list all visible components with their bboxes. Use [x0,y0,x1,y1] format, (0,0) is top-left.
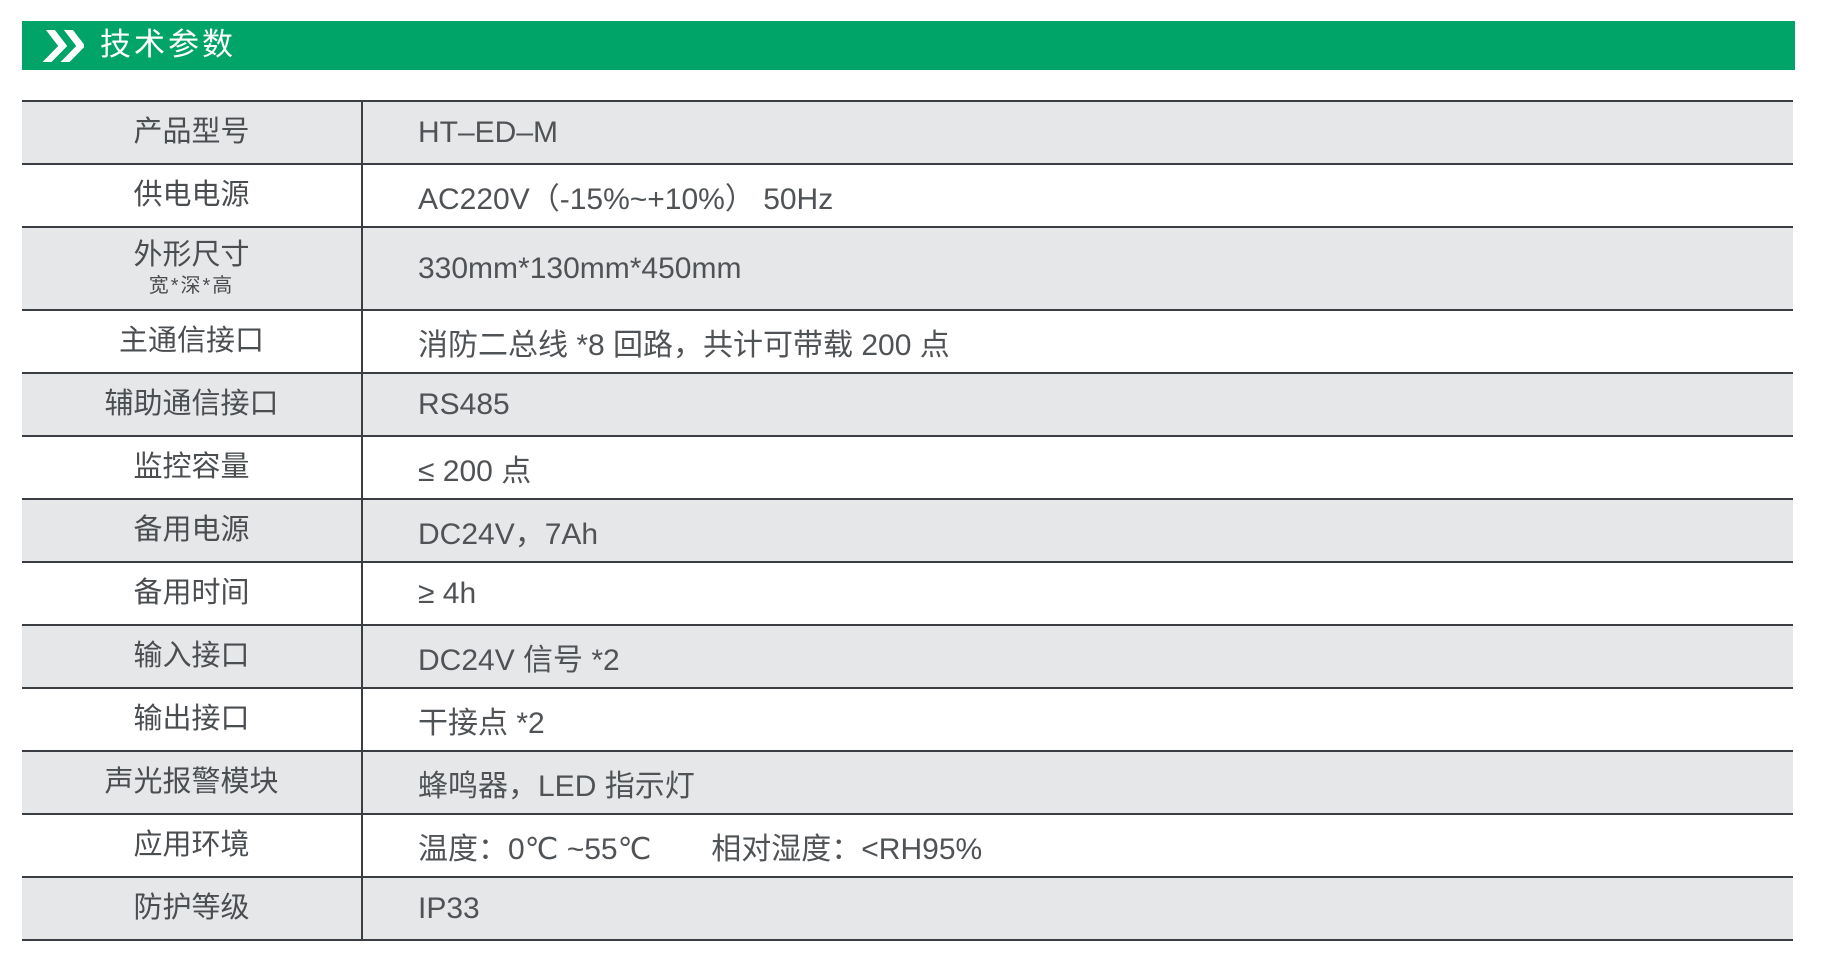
table-row: 外形尺寸 宽*深*高 330mm*130mm*450mm [22,226,1793,309]
param-value: RS485 [418,387,510,421]
param-label-main: 外形尺寸 [133,239,250,272]
param-label: 输出接口 [22,689,363,750]
param-label: 应用环境 [22,815,363,876]
param-value: 消防二总线 *8 回路，共计可带载 200 点 [418,328,950,362]
double-chevron-right-icon [38,29,84,63]
param-value: 蜂鸣器，LED 指示灯 [418,769,695,803]
param-value: HT–ED–M [418,115,559,149]
param-label: 防护等级 [22,878,363,939]
param-label: 备用电源 [22,500,363,561]
param-value: DC24V 信号 *2 [418,643,620,677]
spec-table: 产品型号 HT–ED–M 供电电源 AC220V（-15%~+10%） 50Hz… [22,100,1793,941]
param-label: 输入接口 [22,626,363,687]
table-row: 声光报警模块 蜂鸣器，LED 指示灯 [22,750,1793,813]
param-label: 监控容量 [22,437,363,498]
param-value: ≥ 4h [418,576,477,610]
param-value: IP33 [418,891,480,925]
param-label: 备用时间 [22,563,363,624]
param-value: 330mm*130mm*450mm [418,251,742,285]
section-title: 技术参数 [100,27,236,62]
table-row: 备用电源 DC24V，7Ah [22,498,1793,561]
table-row: 辅助通信接口 RS485 [22,372,1793,435]
table-row: 监控容量 ≤ 200 点 [22,435,1793,498]
param-label: 产品型号 [22,102,363,163]
table-row: 防护等级 IP33 [22,876,1793,939]
param-label: 辅助通信接口 [22,374,363,435]
param-value: AC220V（-15%~+10%） 50Hz [418,182,834,216]
table-row: 输入接口 DC24V 信号 *2 [22,624,1793,687]
table-row: 应用环境 温度：0℃ ~55℃ 相对湿度：<RH95% [22,813,1793,876]
param-value: DC24V，7Ah [418,517,599,551]
param-label: 主通信接口 [22,311,363,372]
table-row: 备用时间 ≥ 4h [22,561,1793,624]
section-header: 技术参数 [22,21,1795,70]
table-row: 主通信接口 消防二总线 *8 回路，共计可带载 200 点 [22,309,1793,372]
param-value: 干接点 *2 [418,706,545,740]
param-label: 外形尺寸 宽*深*高 [22,228,363,309]
param-value: ≤ 200 点 [418,454,532,488]
table-row: 输出接口 干接点 *2 [22,687,1793,750]
table-row: 产品型号 HT–ED–M [22,100,1793,163]
table-row: 供电电源 AC220V（-15%~+10%） 50Hz [22,163,1793,226]
param-label: 声光报警模块 [22,752,363,813]
dimension-sublabel: 宽*深*高 [148,274,235,297]
param-value: 温度：0℃ ~55℃ 相对湿度：<RH95% [418,832,983,866]
param-label: 供电电源 [22,165,363,226]
